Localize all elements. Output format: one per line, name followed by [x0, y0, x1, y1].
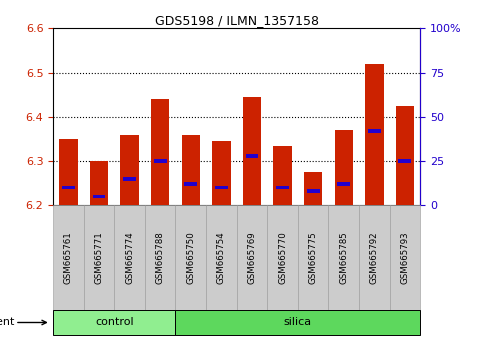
Text: GSM665750: GSM665750: [186, 231, 195, 284]
Bar: [398, 159, 412, 163]
Bar: [337, 182, 350, 186]
Bar: [182, 135, 200, 205]
Bar: [335, 130, 353, 205]
Text: GSM665793: GSM665793: [400, 231, 410, 284]
Text: GSM665761: GSM665761: [64, 231, 73, 284]
Text: GSM665769: GSM665769: [247, 231, 256, 284]
Text: GSM665754: GSM665754: [217, 231, 226, 284]
Bar: [273, 145, 292, 205]
Bar: [368, 129, 381, 133]
Bar: [120, 135, 139, 205]
Text: GSM665770: GSM665770: [278, 231, 287, 284]
Bar: [245, 154, 258, 158]
Bar: [396, 106, 414, 205]
Text: silica: silica: [284, 318, 312, 327]
Bar: [243, 97, 261, 205]
Bar: [59, 139, 78, 205]
Bar: [212, 141, 230, 205]
Bar: [93, 195, 105, 198]
Text: GSM665774: GSM665774: [125, 231, 134, 284]
Bar: [215, 186, 228, 189]
Bar: [276, 186, 289, 189]
Text: GSM665788: GSM665788: [156, 231, 165, 284]
Bar: [307, 189, 320, 193]
Text: GSM665771: GSM665771: [95, 231, 103, 284]
Bar: [304, 172, 322, 205]
Text: GSM665775: GSM665775: [309, 231, 318, 284]
Bar: [185, 182, 197, 186]
Bar: [154, 159, 167, 163]
Bar: [123, 177, 136, 181]
Text: GSM665792: GSM665792: [370, 231, 379, 284]
Bar: [90, 161, 108, 205]
Bar: [151, 99, 170, 205]
Bar: [62, 186, 75, 189]
Text: agent: agent: [0, 318, 14, 327]
Text: control: control: [95, 318, 134, 327]
Text: GSM665785: GSM665785: [339, 231, 348, 284]
Title: GDS5198 / ILMN_1357158: GDS5198 / ILMN_1357158: [155, 14, 319, 27]
Bar: [365, 64, 384, 205]
